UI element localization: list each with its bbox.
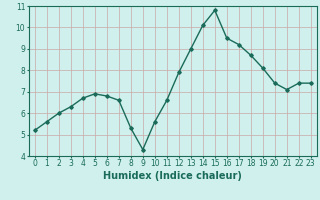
X-axis label: Humidex (Indice chaleur): Humidex (Indice chaleur) — [103, 171, 242, 181]
